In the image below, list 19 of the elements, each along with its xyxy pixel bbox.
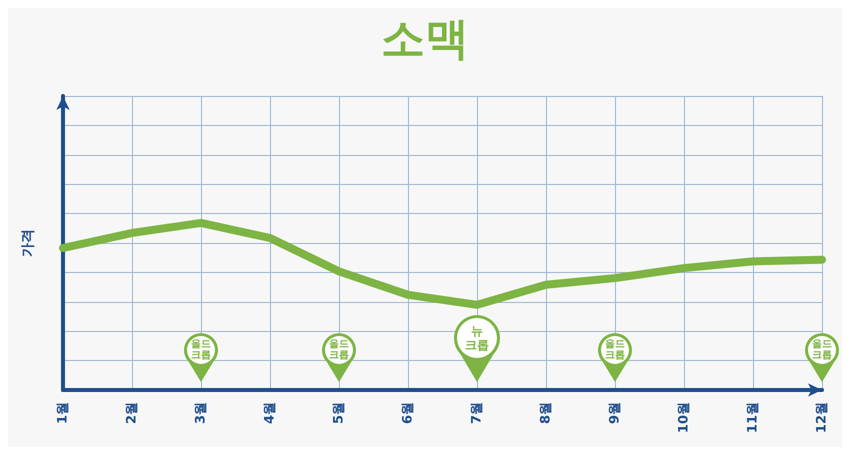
chart-title: 소맥 (381, 14, 469, 64)
x-tick-label: 12월 (814, 402, 830, 434)
x-tick-label: 10월 (676, 402, 692, 434)
x-tick-label: 4월 (262, 402, 278, 424)
x-tick-label: 6월 (400, 402, 416, 424)
annotation: 올드 크롭 (190, 339, 212, 361)
x-tick-label: 3월 (194, 402, 208, 424)
y-axis-title: 가격 (20, 229, 36, 257)
annotation: 뉴 크롭 (464, 324, 490, 352)
x-tick-label: 2월 (124, 402, 140, 424)
annotation: 올드 크롭 (328, 339, 350, 361)
x-tick-label: 7월 (470, 402, 484, 424)
annotation: 올드 크롭 (604, 339, 626, 361)
x-tick-label: 9월 (608, 402, 622, 424)
x-tick-label: 11월 (746, 402, 760, 434)
annotation: 올드 크롭 (811, 339, 833, 361)
x-tick-label: 5월 (332, 402, 346, 424)
x-tick-label: 1월 (56, 402, 70, 424)
x-tick-label: 8월 (538, 402, 554, 424)
